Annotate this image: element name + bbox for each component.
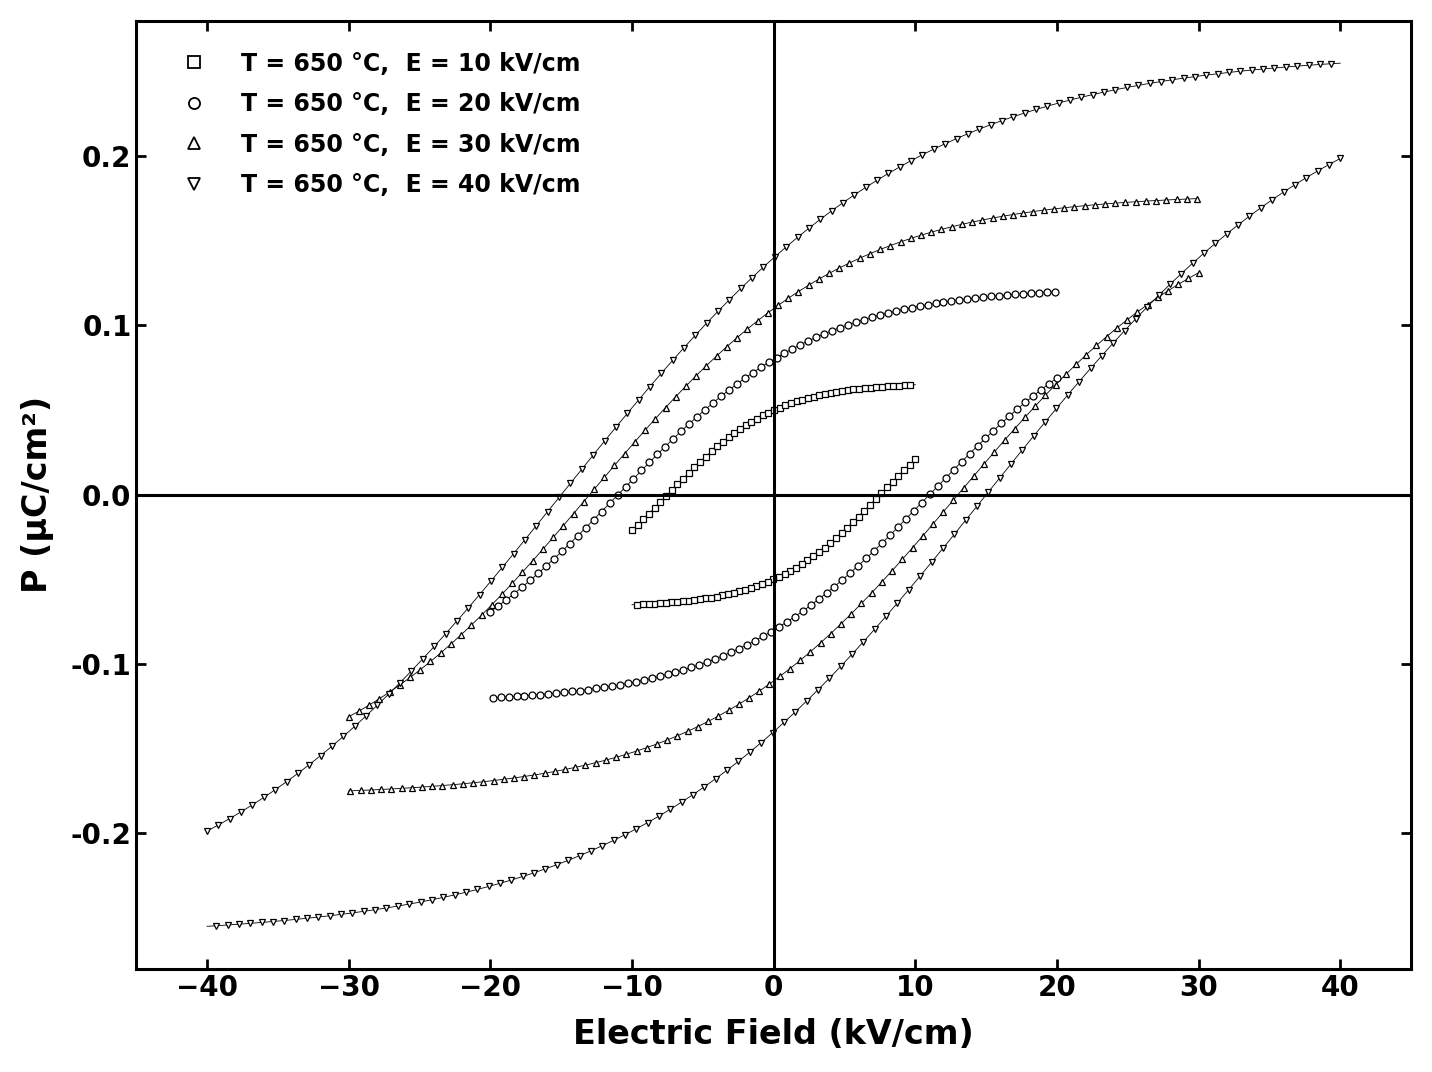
Y-axis label: P (μC/cm²): P (μC/cm²)	[21, 397, 54, 593]
X-axis label: Electric Field (kV/cm): Electric Field (kV/cm)	[573, 1018, 974, 1052]
Legend: T = 650 °C,  E = 10 kV/cm, T = 650 °C,  E = 20 kV/cm, T = 650 °C,  E = 30 kV/cm,: T = 650 °C, E = 10 kV/cm, T = 650 °C, E …	[160, 42, 590, 207]
